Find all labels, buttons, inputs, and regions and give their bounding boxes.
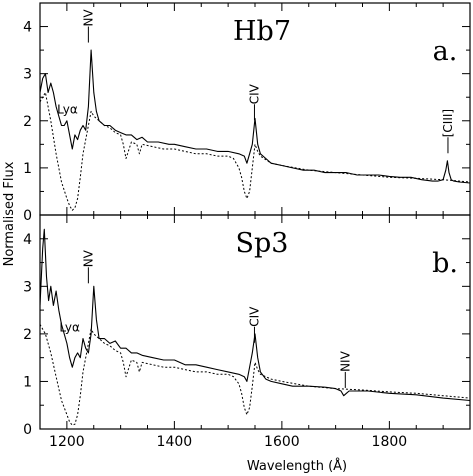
y-tick-label: 2 xyxy=(23,327,32,343)
y-tick-label: 4 xyxy=(23,232,32,248)
y-tick-label: 0 xyxy=(23,208,32,224)
line-annotation: NV xyxy=(81,9,95,27)
observed-spectrum-line xyxy=(40,49,470,184)
x-tick-label: 1800 xyxy=(372,434,408,450)
x-tick-label: 1200 xyxy=(49,434,85,450)
panel-title: Sp3 xyxy=(236,228,289,259)
panel-title: Hb7 xyxy=(233,16,291,47)
x-tick-label: 1600 xyxy=(264,434,300,450)
series-group xyxy=(40,49,470,211)
line-annotation: NIV xyxy=(338,350,352,372)
panel-sp3: 0 1 2 3 4 1200 1400 1600 1800 Sp3 b. Lyα NV CIV NIV xyxy=(23,214,471,450)
x-axis-label: Wavelength (Å) xyxy=(247,458,347,474)
line-annotation: NV xyxy=(81,249,95,267)
y-tick-label: 2 xyxy=(23,114,32,130)
model-spectrum-line xyxy=(40,324,470,426)
model-spectrum-line xyxy=(40,92,470,211)
y-tick-label: 1 xyxy=(23,374,32,390)
y-axis-label: Normalised Flux xyxy=(2,161,17,266)
line-annotation: [CIII] xyxy=(441,109,455,137)
y-tick-label: 1 xyxy=(23,161,32,177)
panel-label: b. xyxy=(432,248,458,279)
panel-label: a. xyxy=(433,36,458,67)
observed-spectrum-line xyxy=(40,228,470,402)
y-tick-label: 4 xyxy=(23,20,32,36)
line-annotation: Lyα xyxy=(57,103,78,117)
line-annotation: CIV xyxy=(247,306,261,327)
y-tick-label: 3 xyxy=(23,279,32,295)
line-annotation: CIV xyxy=(247,83,261,104)
line-annotation: Lyα xyxy=(59,321,80,335)
panel-hb7: 0 1 2 3 4 Hb7 a. Lyα NV CIV [CIII] xyxy=(23,2,471,224)
y-tick-label: 0 xyxy=(23,422,32,438)
x-tick-label: 1400 xyxy=(157,434,193,450)
series-group xyxy=(40,228,470,426)
y-tick-label: 3 xyxy=(23,67,32,83)
